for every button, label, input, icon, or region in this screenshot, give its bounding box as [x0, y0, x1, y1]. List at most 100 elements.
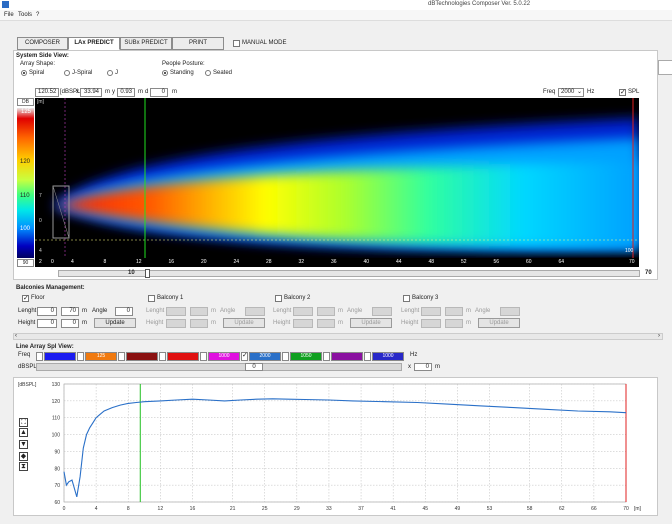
balcony-3-angle[interactable]: [500, 307, 520, 316]
band-checkbox[interactable]: [241, 351, 248, 361]
tab-composer[interactable]: COMPOSER: [17, 37, 68, 50]
y-tick-label: 60: [54, 500, 60, 506]
band-swatch[interactable]: 2000: [249, 352, 281, 361]
balcony-1-length-a[interactable]: [166, 307, 186, 316]
menu-file[interactable]: File: [4, 12, 14, 18]
band-checkbox[interactable]: [77, 352, 84, 361]
balconies-scrollbar[interactable]: [13, 333, 663, 340]
radio-j-spiral[interactable]: [64, 70, 70, 76]
balcony-2-checkbox[interactable]: [275, 295, 282, 302]
balcony-3-length-label: Lenght: [401, 308, 420, 314]
band-swatch[interactable]: [44, 352, 76, 361]
balcony-1-update-button[interactable]: Update: [223, 318, 265, 328]
cursor-y-field[interactable]: 0.93: [117, 88, 135, 97]
cursor-y-unit: m: [138, 89, 143, 95]
balcony-2-length-a[interactable]: [293, 307, 313, 316]
balcony-1-checkbox[interactable]: [148, 295, 155, 302]
balcony-1-height-b[interactable]: [190, 319, 208, 328]
band-checkbox[interactable]: [323, 352, 330, 361]
balcony-2-height-b[interactable]: [317, 319, 335, 328]
spl-line-chart[interactable]: 130 120 110 100 90 80 70 600 4 8 12 16 21 25 29 33 37 41 4…: [14, 378, 644, 513]
balcony-2-angle[interactable]: [372, 307, 392, 316]
menu-help[interactable]: ?: [36, 12, 40, 18]
band-label: 1050: [300, 353, 312, 359]
band-checkbox[interactable]: [36, 352, 43, 361]
radio-standing[interactable]: [162, 70, 168, 76]
db-scale-100: 100: [20, 226, 31, 232]
balcony-2-length-b[interactable]: [317, 307, 335, 316]
x-tick-label: 33: [326, 506, 332, 512]
floor-angle[interactable]: 0: [115, 307, 133, 316]
range-slider-track[interactable]: [58, 270, 640, 277]
band-label: 1000: [382, 353, 394, 359]
arrow-down-icon[interactable]: ▼: [19, 440, 28, 449]
cursor-x-field[interactable]: 33.94: [80, 88, 102, 97]
zoom-fit-icon[interactable]: ⛶: [19, 418, 28, 427]
tab-subx-predict[interactable]: SUBx PREDICT: [120, 37, 172, 50]
range-slider-thumb[interactable]: [145, 269, 150, 278]
radio-seated-label: Seated: [213, 70, 233, 76]
spl-heatmap[interactable]: [m] 7 0 4 100: [35, 98, 639, 258]
tab-print[interactable]: PRINT: [172, 37, 224, 50]
slider-right-value: 70: [645, 270, 652, 276]
band-checkbox[interactable]: [200, 352, 207, 361]
radio-seated[interactable]: [205, 70, 211, 76]
band-checkbox[interactable]: [118, 352, 125, 361]
floor-height-b[interactable]: 0: [61, 319, 79, 328]
band-swatch[interactable]: 1050: [290, 352, 322, 361]
balcony-3-height-a[interactable]: [421, 319, 441, 328]
heatmap-xtick: 56: [493, 259, 500, 265]
spl-checkbox[interactable]: [619, 88, 626, 96]
balcony-3-update-button[interactable]: Update: [478, 318, 520, 328]
scroll-left-icon[interactable]: ‹: [15, 333, 17, 339]
freq-select[interactable]: 2000 ⌄: [558, 88, 584, 97]
zoom-in-vertical-icon[interactable]: ◆: [19, 452, 28, 461]
band-swatch[interactable]: 1000: [208, 352, 240, 361]
spl-label: SPL: [628, 89, 640, 95]
radio-j[interactable]: [107, 70, 113, 76]
y-tick-label: 80: [54, 466, 60, 472]
balcony-3-length-a[interactable]: [421, 307, 441, 316]
balcony-1-height-a[interactable]: [166, 319, 186, 328]
menu-tools[interactable]: Tools: [18, 12, 33, 18]
band-swatch[interactable]: [167, 352, 199, 361]
band-swatch[interactable]: 125: [85, 352, 117, 361]
arrow-up-icon[interactable]: ▲: [19, 428, 28, 437]
beam-core: [57, 160, 639, 248]
cursor-d-field[interactable]: 0: [150, 88, 168, 97]
band-checkbox[interactable]: [159, 352, 166, 361]
band-checkbox[interactable]: [364, 352, 371, 361]
heatmap-xtick: 16: [168, 259, 175, 265]
floor-checkbox[interactable]: [22, 294, 29, 302]
y-tick-label: 130: [52, 382, 61, 388]
balcony-1-angle[interactable]: [245, 307, 265, 316]
balcony-3-angle-label: Angle: [475, 308, 491, 314]
floor-height-a[interactable]: 0: [37, 319, 57, 328]
balcony-2-update-button[interactable]: Update: [350, 318, 392, 328]
balcony-3-length-b[interactable]: [445, 307, 463, 316]
scroll-right-icon[interactable]: ›: [658, 333, 660, 339]
db-scale-footer: 90: [17, 259, 34, 267]
balcony-2-height-a[interactable]: [293, 319, 313, 328]
floor-length-a[interactable]: 0: [37, 307, 57, 316]
balcony-3-label: Balcony 3: [412, 295, 439, 301]
balcony-1-length-unit: m: [211, 308, 216, 314]
balcony-3-height-b[interactable]: [445, 319, 463, 328]
floor-length-b[interactable]: 70: [61, 307, 79, 316]
zoom-out-vertical-icon[interactable]: ⧗: [19, 462, 28, 471]
spl-view-x-field[interactable]: 0: [414, 363, 432, 371]
radio-spiral[interactable]: [21, 70, 27, 76]
manual-mode-checkbox[interactable]: [233, 40, 240, 47]
tab-lax-predict[interactable]: LAx PREDICT: [68, 37, 120, 50]
band-swatch[interactable]: 1000: [372, 352, 404, 361]
db-scale-header: DB: [17, 98, 34, 106]
band-checkbox[interactable]: [282, 352, 289, 361]
cursor-d-unit: m: [172, 89, 177, 95]
band-swatch[interactable]: [331, 352, 363, 361]
freq-label: Freq: [543, 89, 556, 95]
heatmap-unit: [m]: [37, 99, 44, 105]
balcony-1-length-b[interactable]: [190, 307, 208, 316]
band-swatch[interactable]: [126, 352, 158, 361]
balcony-3-checkbox[interactable]: [403, 295, 410, 302]
floor-update-button[interactable]: Update: [94, 318, 136, 328]
